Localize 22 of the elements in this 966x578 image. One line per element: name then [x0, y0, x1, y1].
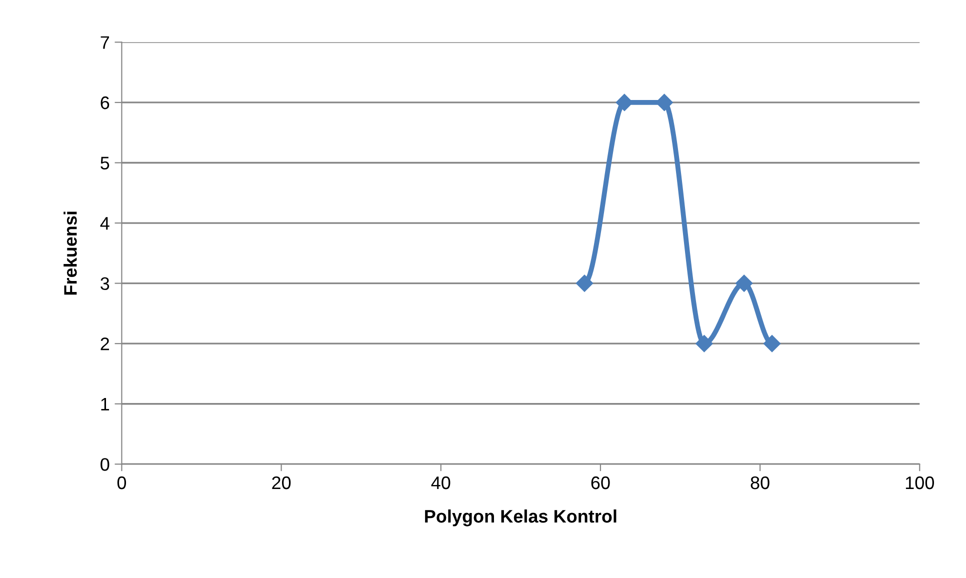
y-tick-label: 1 — [101, 398, 110, 410]
x-tick-label: 40 — [431, 476, 450, 490]
y-tick-label: 7 — [100, 36, 110, 49]
x-tick-label: 20 — [272, 476, 291, 490]
x-tick-label: 60 — [591, 476, 610, 490]
y-tick-label: 5 — [100, 156, 110, 170]
x-tick-label: 80 — [750, 476, 770, 490]
y-tick-label: 6 — [100, 96, 110, 110]
point — [576, 274, 594, 292]
point — [616, 94, 633, 112]
point — [656, 94, 673, 112]
point — [763, 335, 781, 352]
y-axis-title: Frekuensi — [64, 212, 77, 295]
point — [696, 335, 713, 352]
y-tick-label: 2 — [100, 338, 110, 350]
y-tick-label: 4 — [100, 217, 110, 230]
point — [736, 274, 753, 292]
y-tick-label: 3 — [100, 277, 110, 290]
x-axis-title: Polygon Kelas Kontrol — [425, 509, 616, 526]
x-tick-label: 100 — [906, 476, 934, 490]
y-tick-label: 0 — [100, 458, 110, 471]
x-tick-label: 0 — [117, 476, 126, 490]
